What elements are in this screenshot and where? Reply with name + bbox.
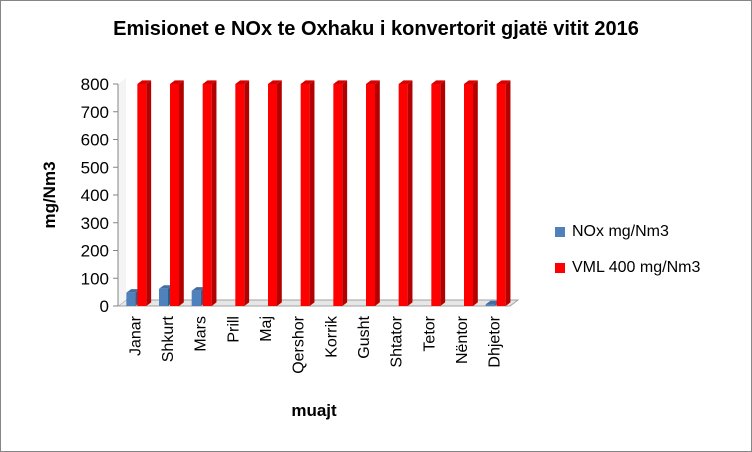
bar-vml-top <box>137 80 152 84</box>
bar-vml-top <box>300 80 315 84</box>
bar-vml <box>202 84 212 306</box>
bar-vml <box>431 84 441 306</box>
bar-vml <box>268 84 277 306</box>
bar-vml-side <box>277 80 282 307</box>
bar-vml-top <box>235 80 250 84</box>
x-tick-label: Maj <box>258 316 275 342</box>
bar-nox-top <box>159 285 173 289</box>
legend-label-nox: NOx mg/Nm3 <box>572 223 669 240</box>
plot-floor <box>116 299 520 307</box>
bar-vml-top <box>202 80 217 84</box>
bar-vml <box>366 84 375 306</box>
legend-label-vml: VML 400 mg/Nm3 <box>572 259 701 276</box>
plot-back-wall <box>126 78 518 300</box>
bar-vml <box>398 84 408 306</box>
bar-vml-top <box>464 80 478 84</box>
bar-nox-top <box>191 287 206 291</box>
bar-vml <box>235 84 245 306</box>
bar-vml-side <box>440 80 446 307</box>
bar-vml <box>464 84 473 306</box>
y-tick-label: 400 <box>81 186 109 205</box>
x-tick-label: Tetor <box>421 315 438 351</box>
bar-vml-top <box>170 80 184 84</box>
bar-nox-top <box>126 289 141 293</box>
bar-vml-side <box>375 80 380 307</box>
bar-vml <box>170 84 179 306</box>
x-tick-label: Janar <box>127 315 144 356</box>
y-tick-label: 600 <box>81 131 109 150</box>
bar-vml <box>496 84 506 306</box>
bar-vml-top <box>398 80 413 84</box>
bar-vml <box>333 84 343 306</box>
bar-nox <box>126 292 136 306</box>
y-tick-label: 0 <box>100 297 109 316</box>
bar-vml <box>300 84 310 306</box>
bar-vml-side <box>309 80 315 307</box>
x-tick-label: Shtator <box>389 315 406 367</box>
x-axis-title: muajt <box>291 401 337 420</box>
x-tick-label: Mars <box>193 316 210 352</box>
y-tick-label: 800 <box>81 75 109 94</box>
bar-vml-top <box>431 80 446 84</box>
y-tick-label: 300 <box>81 214 109 233</box>
bar-vml-side <box>244 80 250 307</box>
legend: NOx mg/Nm3 VML 400 mg/Nm3 <box>555 222 700 294</box>
bar-vml-side <box>473 80 478 307</box>
bar-vml-top <box>333 80 348 84</box>
bar-vml-side <box>211 80 217 307</box>
x-tick-label: Qershor <box>291 315 308 373</box>
bar-vml-side <box>146 80 152 307</box>
bar-vml-top <box>366 80 380 84</box>
bar-vml-side <box>179 80 184 307</box>
y-axis-title: mg/Nm3 <box>40 161 59 228</box>
bar-nox <box>159 288 168 306</box>
x-tick-label: Shkurt <box>160 315 177 362</box>
x-tick-label: Dhjetor <box>487 315 504 367</box>
legend-item-nox: NOx mg/Nm3 <box>555 222 700 242</box>
plot-side-wall <box>118 78 126 306</box>
y-tick-label: 100 <box>81 269 109 288</box>
x-tick-label: Nëntor <box>454 315 471 364</box>
bar-vml-top <box>496 80 511 84</box>
legend-item-vml: VML 400 mg/Nm3 <box>555 258 700 278</box>
legend-swatch-vml <box>555 263 565 273</box>
bar-vml-side <box>407 80 413 307</box>
x-tick-label: Gusht <box>356 315 373 358</box>
bar-vml-side <box>342 80 348 307</box>
bar-nox-top <box>485 300 500 305</box>
x-tick-label: Prill <box>225 316 242 343</box>
bar-vml <box>137 84 147 306</box>
y-tick-label: 200 <box>81 242 109 261</box>
bar-vml-side <box>505 80 511 307</box>
legend-swatch-nox <box>555 227 565 237</box>
bar-vml-top <box>268 80 282 84</box>
x-tick-label: Korrik <box>323 315 340 358</box>
bar-nox <box>191 290 201 306</box>
bar-nox <box>485 304 495 306</box>
y-tick-label: 500 <box>81 158 109 177</box>
y-tick-label: 700 <box>81 103 109 122</box>
chart-title: Emisionet e NOx te Oxhaku i konvertorit … <box>113 18 639 40</box>
